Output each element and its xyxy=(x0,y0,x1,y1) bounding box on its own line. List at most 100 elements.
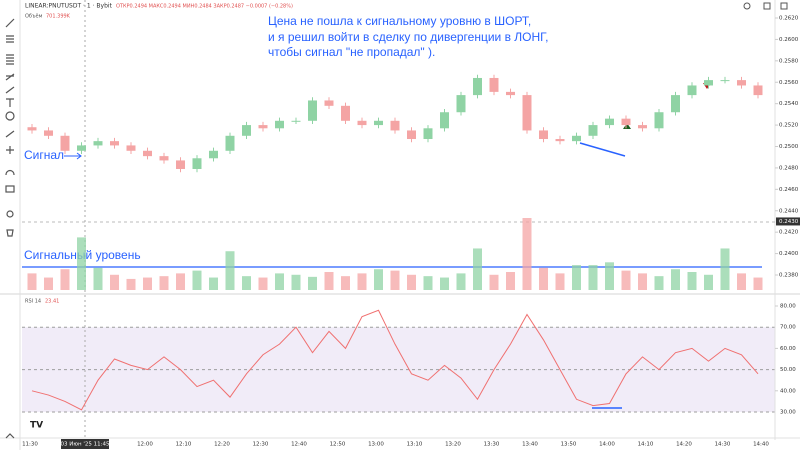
volume-bar xyxy=(324,272,334,290)
volume-bar xyxy=(473,248,482,290)
tool-trash[interactable] xyxy=(6,229,14,237)
tool-zoom[interactable] xyxy=(6,146,14,154)
signal-arrow xyxy=(64,152,82,160)
candle-body xyxy=(621,118,631,126)
tool-lock[interactable] xyxy=(5,185,15,193)
volume-bar xyxy=(539,267,548,290)
symbol-title: LINEAR:PNUTUSDT · 1 · Bybit xyxy=(25,3,113,10)
tool-magnet[interactable] xyxy=(5,169,15,176)
volume-bar xyxy=(489,274,499,290)
volume-bar xyxy=(258,277,268,290)
tool-measure[interactable] xyxy=(5,130,15,138)
candle-body xyxy=(110,141,119,146)
tool-icon[interactable] xyxy=(5,111,15,121)
volume-bar xyxy=(440,277,449,290)
tool-pattern[interactable] xyxy=(5,73,15,81)
tool-fib[interactable] xyxy=(6,54,14,65)
candle-body xyxy=(192,158,202,169)
volume-bar xyxy=(60,269,70,290)
time-label: 12:30 xyxy=(253,442,269,448)
candle-body xyxy=(506,91,515,96)
volume-label: Объём xyxy=(25,14,43,20)
candle-body xyxy=(308,100,317,121)
candle-body xyxy=(126,145,136,151)
volume-bar xyxy=(374,269,383,290)
time-label: 14:00 xyxy=(599,442,615,448)
candle-body xyxy=(44,130,53,136)
volume-bar xyxy=(572,265,581,290)
candle-body xyxy=(324,100,334,106)
tool-text[interactable] xyxy=(6,98,14,107)
candle-body xyxy=(638,125,647,129)
rsi-tick-label: 50.00 xyxy=(780,367,796,373)
tool-brush[interactable] xyxy=(5,86,15,94)
annotation: и я решил войти в сделку по дивергенции … xyxy=(268,30,549,44)
volume-bar xyxy=(407,274,416,290)
volume-bar xyxy=(671,269,680,290)
tool-line[interactable] xyxy=(5,18,15,28)
candle-body xyxy=(440,112,449,129)
tool-eye[interactable] xyxy=(6,210,14,218)
price-marker xyxy=(776,217,800,226)
candle-body xyxy=(291,120,301,122)
volume-bar xyxy=(275,273,284,290)
candle-body xyxy=(489,77,499,92)
ohlc-values: ОТКР0.2494 МАКС0.2494 МИН0.2484 ЗАКР0.24… xyxy=(116,4,293,10)
volume-bar xyxy=(77,237,86,290)
candle-body xyxy=(77,145,86,151)
time-label: 14:40 xyxy=(753,442,769,448)
candle-body xyxy=(753,85,763,96)
toolbar[interactable] xyxy=(5,18,15,439)
volume-bar xyxy=(159,276,169,290)
volume-bar xyxy=(143,277,152,290)
price-tick-label: 0.2440 xyxy=(779,208,799,214)
candle-body xyxy=(341,105,350,121)
top-right-buttons[interactable] xyxy=(743,2,788,10)
rsi-tick-label: 40.00 xyxy=(780,388,796,394)
button-maximize[interactable] xyxy=(763,2,771,10)
button-close[interactable] xyxy=(780,2,788,10)
time-label: 13:30 xyxy=(484,442,500,448)
volume-bar xyxy=(621,270,631,290)
volume-bar xyxy=(242,276,251,290)
volume-bar xyxy=(720,248,730,290)
volume-bar xyxy=(588,265,598,290)
annotation: чтобы сигнал "не пропадал" ). xyxy=(268,45,435,59)
price-tick-label: 0.2500 xyxy=(779,144,799,150)
volume-bar xyxy=(506,272,515,290)
volume-bar xyxy=(93,267,103,290)
candle-body xyxy=(93,141,103,146)
price-tick-label: 0.2480 xyxy=(779,165,799,171)
volume-bar xyxy=(605,262,614,290)
tool-lines[interactable] xyxy=(6,35,14,43)
volume-bar xyxy=(176,273,185,290)
candle-body xyxy=(407,130,416,140)
price-tick-label: 0.2580 xyxy=(779,58,799,64)
time-label: 14:10 xyxy=(638,442,654,448)
time-label: 12:00 xyxy=(137,442,153,448)
volume-bar xyxy=(291,274,301,290)
volume-bar xyxy=(638,273,647,290)
time-label: 03 Июн '25 11:45 xyxy=(61,442,110,448)
tool-collapse[interactable] xyxy=(5,433,15,439)
candle-body xyxy=(423,128,433,140)
volume-bar xyxy=(357,273,367,290)
signal-label: Сигнал xyxy=(24,148,64,162)
volume-bar xyxy=(27,273,37,290)
candle-body xyxy=(456,95,466,113)
candle-body xyxy=(555,139,565,142)
volume-bar xyxy=(390,270,400,290)
time-label: 13:20 xyxy=(445,442,461,448)
candle-body xyxy=(390,120,400,131)
price-tick-label: 0.2380 xyxy=(779,273,799,279)
time-label: 12:10 xyxy=(176,442,192,448)
time-label: 12:40 xyxy=(291,442,307,448)
candle-body xyxy=(275,120,284,129)
volume-bar xyxy=(423,276,433,290)
volume-bar xyxy=(555,273,565,290)
button-settings[interactable] xyxy=(743,2,751,10)
candle-body xyxy=(605,118,614,126)
candle-body xyxy=(720,80,730,82)
volume-bar xyxy=(44,277,53,290)
candle-body xyxy=(588,125,598,136)
